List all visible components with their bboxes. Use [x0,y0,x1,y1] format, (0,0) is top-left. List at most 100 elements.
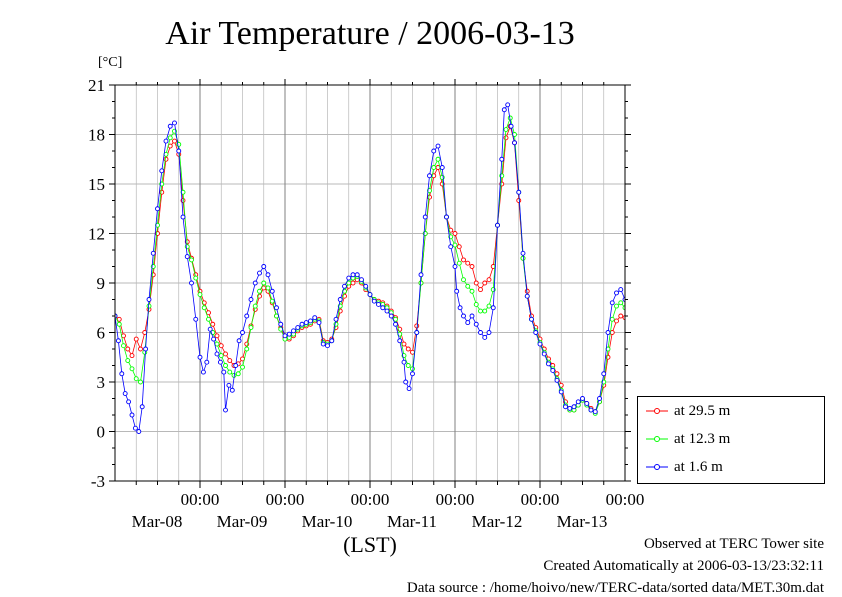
data-point [609,316,615,322]
data-point [461,313,466,319]
data-point [261,264,267,269]
data-point [133,336,139,342]
data-point [274,305,279,311]
data-point [320,341,326,347]
x-tick-time-label: 00:00 [521,490,560,509]
data-point [233,363,239,368]
data-point [516,198,522,203]
data-point [227,358,233,363]
data-point [571,404,577,410]
data-point [204,359,210,365]
y-tick-label: 12 [88,225,105,244]
data-point [229,387,235,393]
data-point [286,331,292,337]
data-point [469,313,475,319]
data-point [167,135,173,141]
data-point [614,290,619,296]
data-point [512,140,517,146]
data-point [439,165,445,170]
data-point [584,401,590,406]
data-point [427,173,432,179]
data-point [452,242,458,248]
x-tick-date-label: Mar-12 [472,512,523,531]
data-point [316,320,322,326]
data-point [520,250,526,256]
legend-label: at 1.6 m [674,458,723,475]
data-point [129,353,135,359]
data-point [236,338,242,344]
data-point [456,260,462,266]
data-point [533,330,539,335]
y-tick-label: -3 [91,472,105,491]
data-point [640,364,644,368]
data-point [482,280,488,286]
series-group [115,102,653,434]
data-point [119,371,125,377]
data-point [649,380,653,384]
data-point [529,316,534,322]
data-point [452,231,458,236]
data-point [388,313,394,319]
data-point [508,123,514,129]
data-point [456,244,462,250]
data-point [155,222,160,228]
data-point [643,388,647,392]
data-point [452,264,458,269]
y-tick-label: 9 [97,274,106,293]
data-point [214,351,220,357]
data-point [197,354,203,360]
data-point [193,316,199,322]
data-point [427,188,432,194]
data-point [146,297,152,302]
data-point [473,321,479,327]
data-point [601,371,607,377]
data-point [133,376,139,382]
y-tick-label: 0 [97,423,106,442]
chart-title: Air Temperature / 2006-03-13 [165,15,575,52]
data-point [371,298,377,304]
data-point [503,127,509,133]
data-point [367,292,373,297]
data-point [618,300,624,306]
data-point [163,138,169,144]
data-point [218,343,224,349]
y-tick-label: 15 [88,175,105,194]
data-point [354,272,360,278]
footer-observed: Observed at TERC Tower site [643,536,824,552]
data-point [115,338,121,344]
x-tick-date-label: Mar-08 [132,512,183,531]
x-tick-time-label: 00:00 [351,490,390,509]
data-point [346,275,352,281]
data-point [129,366,135,372]
data-point [150,250,156,256]
data-point [403,379,409,385]
series-line [115,103,625,433]
data-point [257,270,262,276]
data-point [138,379,143,385]
data-point [172,138,177,144]
data-point [217,359,223,365]
data-point [176,148,182,154]
data-point [223,363,228,368]
data-point [554,377,560,383]
data-point [384,308,390,314]
data-point [226,382,232,388]
legend-item-12-3m: at 12.3 m [646,429,730,449]
data-point [524,293,530,299]
data-point [269,298,275,304]
x-tick-time-label: 00:00 [181,490,220,509]
data-point [427,194,432,200]
data-point [376,302,381,307]
data-point [640,354,644,358]
series-line [115,124,625,413]
data-point [197,292,203,297]
data-point [308,318,313,324]
data-point [380,305,386,311]
data-point [406,386,412,392]
data-point [592,409,598,415]
data-point [138,346,143,352]
data-point [201,305,207,311]
legend-label: at 12.3 m [674,430,731,447]
series-at-12-3-m [115,115,644,416]
data-point [189,257,194,263]
